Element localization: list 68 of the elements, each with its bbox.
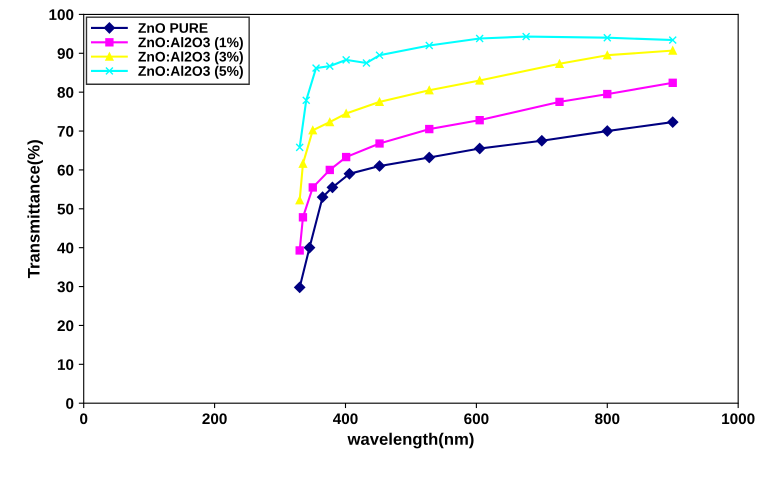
point	[316, 192, 328, 203]
point	[668, 36, 677, 44]
point	[308, 126, 317, 134]
x-axis-title: wavelength(nm)	[347, 432, 474, 448]
point	[296, 246, 304, 255]
point	[424, 152, 435, 164]
point	[326, 62, 334, 70]
y-tick-label: 100	[49, 9, 74, 20]
y-tick-label: 90	[58, 48, 74, 59]
point	[603, 51, 612, 60]
point	[667, 116, 678, 128]
legend-label: ZnO PURE	[138, 23, 208, 33]
point	[342, 152, 350, 162]
point	[375, 98, 384, 106]
point	[522, 32, 530, 41]
y-tick-label: 80	[57, 87, 74, 98]
point	[555, 60, 564, 68]
legend-label: ZnO:Al2O3 (1%)	[138, 37, 243, 50]
point	[294, 282, 306, 293]
point	[425, 124, 434, 134]
point	[603, 34, 612, 42]
point	[326, 118, 334, 126]
y-tick-label: 40	[57, 242, 74, 254]
point	[344, 168, 356, 180]
point	[425, 41, 434, 50]
x-tick-label: 600	[464, 413, 489, 424]
point	[474, 142, 486, 154]
y-tick-label: 20	[58, 320, 74, 332]
y-tick-label: 30	[57, 281, 74, 292]
point	[475, 116, 484, 124]
point	[375, 51, 384, 60]
point	[668, 78, 677, 87]
point	[304, 242, 316, 254]
point	[602, 125, 613, 137]
point	[308, 183, 317, 192]
point	[302, 96, 310, 104]
legend-label: ZnO:Al2O3 (5%)	[138, 66, 243, 79]
x-tick-label: 800	[595, 413, 620, 424]
point	[326, 182, 338, 194]
legend-label: ZnO:Al2O3 (3%)	[138, 51, 243, 64]
point	[555, 98, 564, 106]
y-tick-label: 50	[57, 204, 74, 214]
point	[298, 213, 308, 222]
point	[326, 166, 334, 174]
point	[375, 139, 384, 148]
x-tick-label: 400	[332, 413, 358, 424]
point	[475, 76, 484, 85]
point	[298, 160, 308, 168]
x-tick-label: 1000	[722, 413, 755, 424]
x-tick-label: 0	[80, 413, 88, 424]
y-axis-title: Transmittance(%)	[27, 140, 43, 278]
point	[296, 143, 304, 152]
point	[342, 109, 350, 118]
point	[342, 56, 350, 64]
point	[668, 46, 677, 55]
y-tick-label: 60	[58, 164, 74, 176]
point	[536, 135, 548, 146]
y-tick-label: 0	[66, 398, 74, 409]
point	[362, 58, 371, 68]
point	[603, 90, 612, 98]
point	[374, 160, 386, 172]
x-tick-label: 200	[202, 413, 227, 424]
point	[312, 64, 320, 72]
y-tick-label: 70	[58, 126, 74, 137]
y-tick-label: 10	[58, 359, 74, 370]
point	[296, 196, 304, 204]
point	[425, 86, 434, 94]
point	[475, 34, 484, 43]
